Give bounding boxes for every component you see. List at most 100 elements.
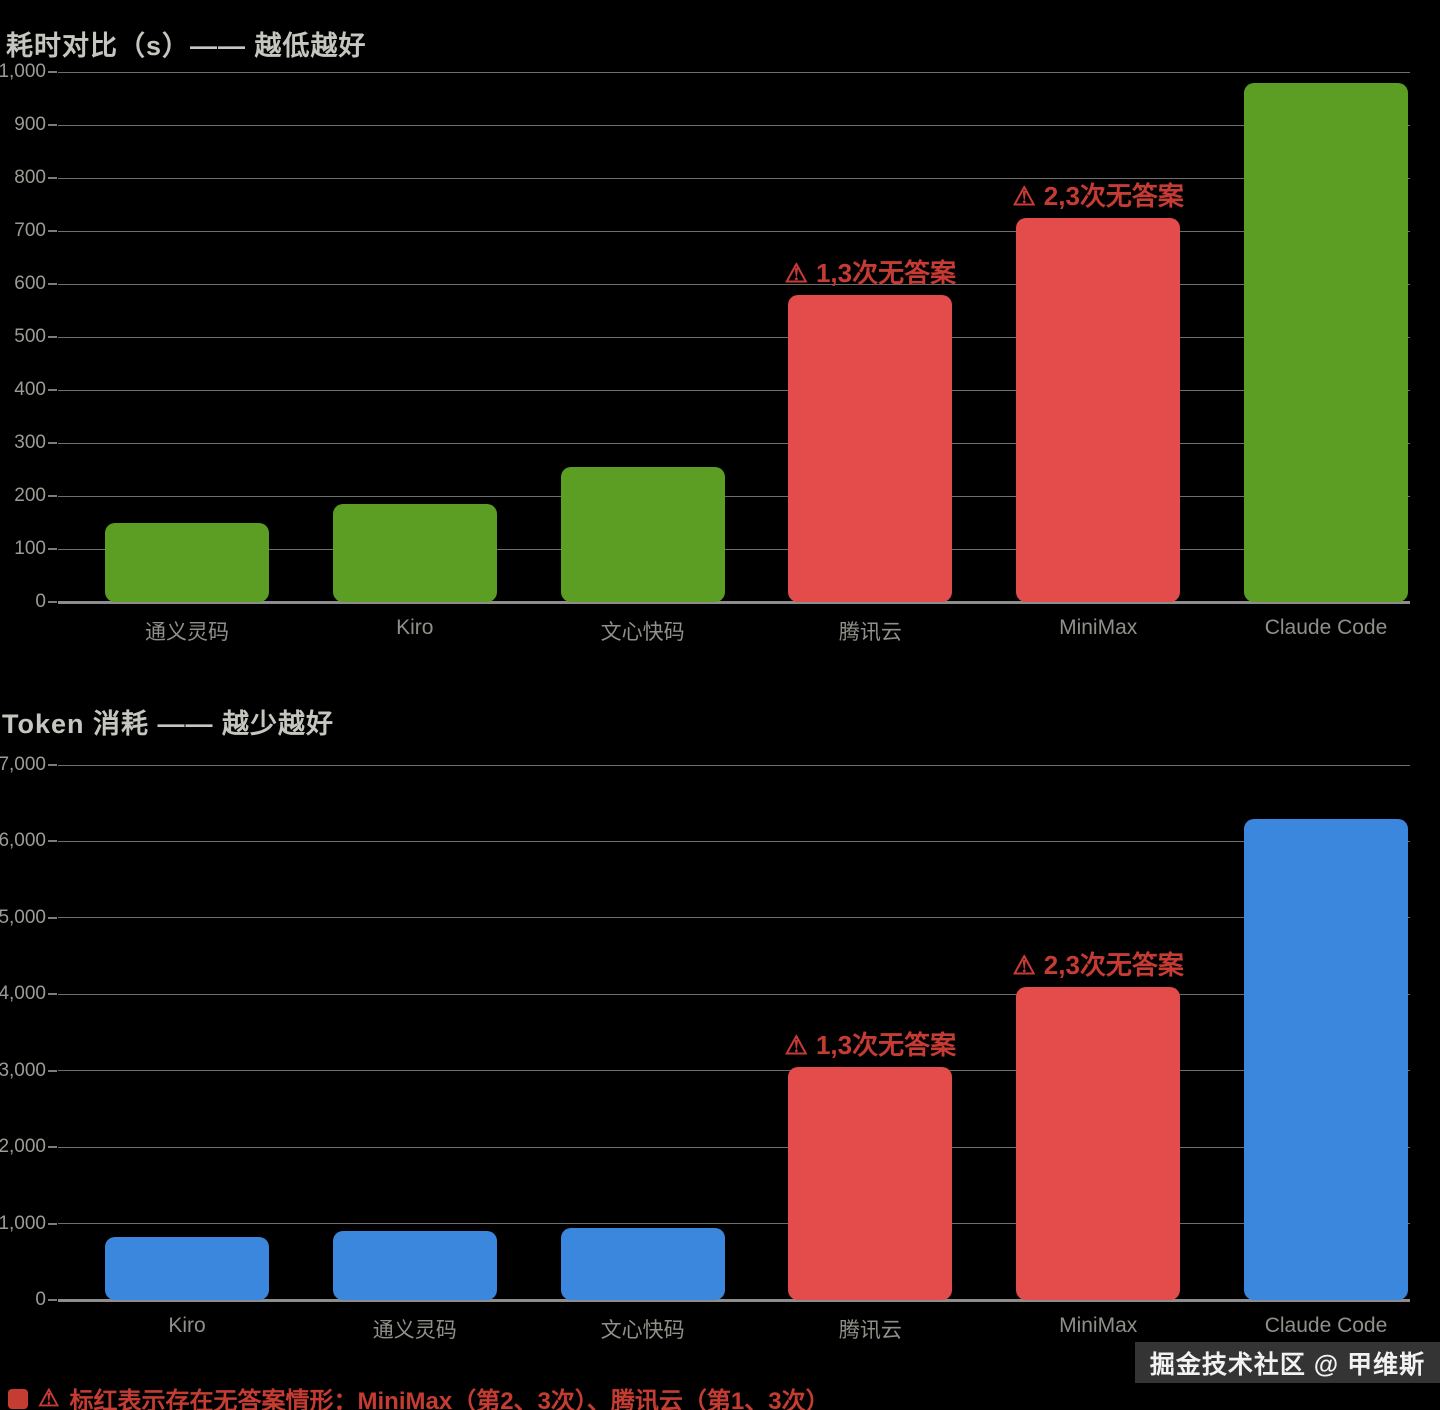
y-tick [48,1299,57,1301]
y-axis-label: 4,000 [0,983,46,1005]
annotation-text: 1,3次无答案 [815,1029,957,1060]
warning-icon: ⚠ [1012,180,1036,211]
y-tick [48,548,57,550]
y-axis-label: 800 [14,167,46,188]
bar [332,503,497,602]
y-tick [48,124,57,126]
x-axis-label: MiniMax [1059,1314,1138,1337]
y-axis-label: 7,000 [0,754,46,775]
bar-annotation: ⚠ 1,3次无答案 [785,1025,956,1062]
y-tick [48,601,57,603]
y-axis-label: 200 [14,485,46,506]
bar [1244,82,1408,602]
y-tick [48,916,57,919]
bar-annotation: ⚠ 2,3次无答案 [1012,176,1183,213]
bar [560,1228,725,1300]
bar-annotation: ⚠ 1,3次无答案 [785,253,956,290]
gridline [58,1223,1410,1225]
y-axis-label: 400 [14,379,46,400]
legend-note: ⚠ 标红表示存在无答案情形：MiniMax（第2、3次）、腾讯云（第1、3次） [8,1381,830,1410]
y-tick [48,1069,57,1072]
warning-icon: ⚠ [1012,949,1036,980]
gridline [58,124,1410,126]
y-axis-label: 1,000 [0,61,46,82]
y-tick [48,1146,57,1149]
x-axis-label: MiniMax [1059,616,1138,639]
y-tick [48,71,57,73]
gridline [58,177,1410,179]
y-tick [48,993,57,996]
x-axis-label: 通义灵码 [145,621,229,644]
bar [788,1066,953,1300]
bar [1016,986,1181,1300]
warning-icon: ⚠ [784,1029,808,1060]
x-axis-label: Claude Code [1264,1314,1388,1337]
y-tick [48,764,57,766]
bar [105,1237,269,1300]
chart-title: 耗时对比（s）—— 越低越好 [6,31,367,61]
gridline [58,600,1410,604]
x-axis-label: Kiro [168,1314,206,1337]
gridline [58,917,1410,919]
y-axis-label: 3,000 [0,1059,46,1081]
y-axis-label: 1,000 [0,1212,46,1234]
chart-title: Token 消耗 —— 越少越好 [2,709,335,739]
y-axis-label: 2,000 [0,1136,46,1158]
x-axis-label: Kiro [396,616,434,639]
watermark-text: 掘金技术社区 @ 甲维斯 [1149,1350,1426,1379]
annotation-text: 2,3次无答案 [1043,180,1184,211]
y-axis-label: 500 [14,326,46,347]
gridline [58,336,1410,338]
y-tick [48,230,57,232]
y-tick [48,495,57,497]
gridline [58,548,1410,550]
gridline [58,230,1410,232]
gridline [58,1146,1410,1148]
x-axis-label: 文心快码 [600,621,685,644]
bar [1244,818,1408,1300]
y-tick [48,442,57,444]
bar-annotation: ⚠ 2,3次无答案 [1012,945,1183,982]
y-tick [48,283,57,285]
red-swatch-icon [8,1388,28,1409]
y-tick [48,1222,57,1225]
y-tick [48,336,57,338]
gridline [58,764,1410,766]
gridline [58,993,1410,995]
watermark: 掘金技术社区 @ 甲维斯 [1135,1342,1440,1383]
bar [560,466,725,602]
gridline [58,1070,1410,1072]
gridline [58,71,1410,73]
y-axis-label: 6,000 [0,830,46,852]
x-axis-label: 腾讯云 [838,1319,902,1342]
gridline [58,283,1410,285]
bar [332,1231,497,1300]
x-axis-label: 腾讯云 [838,621,902,644]
warning-icon: ⚠ [38,1385,60,1410]
bar [788,294,953,602]
y-axis-label: 5,000 [0,906,46,928]
annotation-text: 2,3次无答案 [1043,949,1184,980]
y-axis-label: 700 [14,220,46,241]
x-axis-label: Claude Code [1264,616,1388,639]
x-axis-label: 文心快码 [600,1319,685,1342]
x-axis-label: 通义灵码 [372,1319,457,1342]
bar [1016,217,1181,602]
y-axis-label: 900 [14,114,46,135]
annotation-text: 1,3次无答案 [815,257,957,288]
y-axis-label: 0 [35,1289,46,1310]
gridline [58,442,1410,444]
y-tick [48,177,57,179]
y-tick [48,840,57,843]
warning-icon: ⚠ [784,257,808,288]
y-axis-label: 300 [14,432,46,453]
legend-text: 标红表示存在无答案情形：MiniMax（第2、3次）、腾讯云（第1、3次） [69,1388,830,1410]
bar [105,522,269,602]
gridline [58,495,1410,497]
gridline [58,840,1410,842]
